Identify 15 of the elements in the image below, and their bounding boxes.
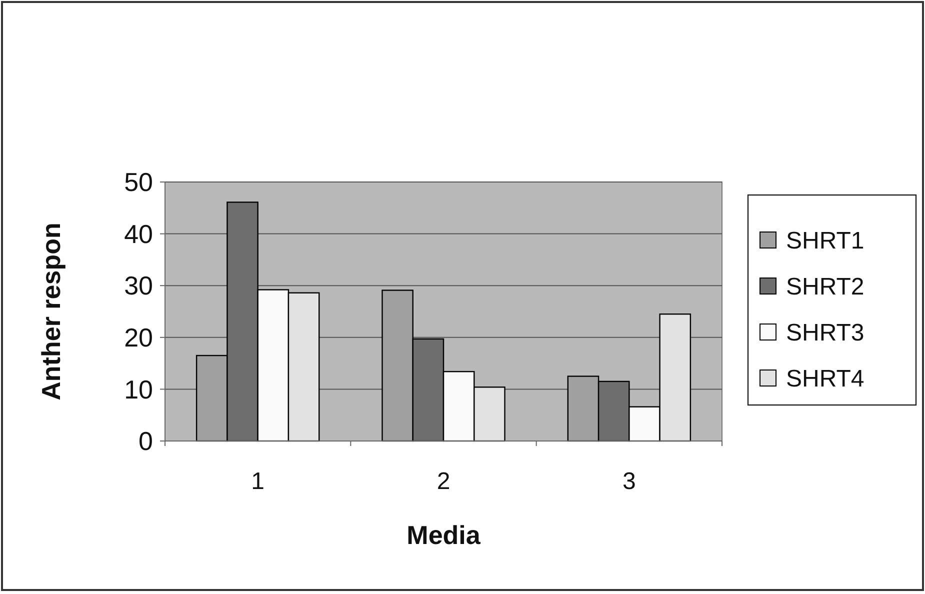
y-tick-label: 0 (138, 426, 153, 456)
x-tick-label: 3 (622, 468, 636, 495)
y-tick-label: 20 (124, 322, 153, 352)
legend-label: SHRT1 (786, 227, 864, 254)
legend-label: SHRT2 (786, 273, 864, 300)
legend-label: SHRT4 (786, 365, 864, 392)
x-axis-title: Media (406, 520, 481, 550)
y-tick-label: 10 (124, 374, 153, 404)
y-tick-label: 30 (124, 270, 153, 301)
y-tick-label: 50 (124, 167, 153, 198)
x-tick-label: 2 (436, 468, 450, 495)
legend-label: SHRT3 (786, 319, 864, 346)
y-axis-title: Anther respon (36, 222, 66, 400)
y-tick-label: 40 (124, 218, 153, 249)
x-tick-label: 1 (251, 468, 265, 495)
